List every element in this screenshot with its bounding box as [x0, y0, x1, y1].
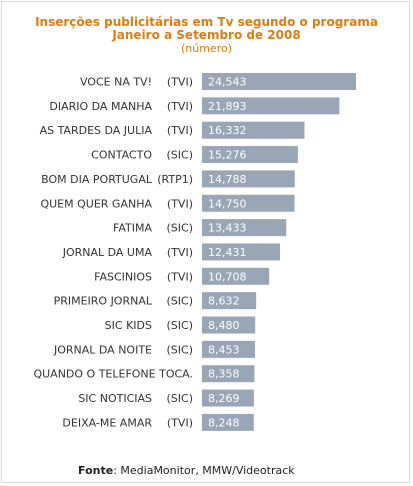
bar	[202, 389, 254, 407]
value-label: 21,893	[208, 100, 247, 113]
bar	[202, 340, 256, 358]
network-label: (SIC)	[167, 222, 194, 235]
category-label: BOM DIA PORTUGAL	[41, 173, 153, 186]
category-label: DIARIO DA MANHA	[49, 100, 152, 113]
value-label: 13,433	[208, 222, 247, 235]
network-label: (TVI)	[167, 124, 193, 137]
chart-title: Inserções publicitárias em Tv segundo o …	[35, 15, 378, 29]
network-label: (TVI)	[167, 416, 193, 429]
value-label: 10,708	[208, 270, 247, 283]
value-label: 8,453	[208, 343, 240, 356]
value-label: 15,276	[208, 149, 247, 162]
category-label: PRIMEIRO JORNAL	[54, 295, 153, 308]
value-label: 16,332	[208, 124, 247, 137]
bar	[202, 243, 281, 261]
value-label: 8,632	[208, 295, 240, 308]
value-label: 8,269	[208, 392, 240, 405]
source-note: Fonte: MediaMonitor, MMW/Videotrack	[78, 464, 295, 477]
bar	[202, 170, 295, 188]
bar	[202, 219, 287, 237]
bar	[202, 292, 257, 310]
network-label: (TVI)	[167, 270, 193, 283]
category-label: SIC NOTICIAS	[78, 392, 152, 405]
network-label: (RTP1)	[157, 173, 193, 186]
bar	[202, 97, 340, 115]
network-label: (TVI)	[167, 246, 193, 259]
network-label: (TVI)	[167, 197, 193, 210]
value-label: 24,543	[208, 76, 247, 89]
category-label: VOCE NA TV!	[80, 76, 152, 89]
value-label: 8,480	[208, 319, 240, 332]
category-label: QUANDO O TELEFONE TOCA.	[33, 368, 193, 381]
bar	[202, 121, 305, 139]
source-label: Fonte	[78, 464, 114, 477]
bar	[202, 194, 295, 212]
category-label: DEIXA-ME AMAR	[62, 416, 152, 429]
network-label: (SIC)	[167, 392, 194, 405]
network-label: (SIC)	[167, 149, 194, 162]
value-label: 8,248	[208, 416, 240, 429]
chart-subtitle: (número)	[180, 42, 233, 55]
bar	[202, 413, 254, 431]
value-label: 12,431	[208, 246, 247, 259]
chart-title-period: Janeiro a Setembro de 2008	[112, 28, 301, 42]
network-label: (TVI)	[167, 100, 193, 113]
category-label: CONTACTO	[91, 149, 152, 162]
value-label: 8,358	[208, 368, 240, 381]
network-label: (SIC)	[167, 343, 194, 356]
category-label: QUEM QUER GANHA	[40, 197, 152, 210]
source-text: MediaMonitor, MMW/Videotrack	[120, 464, 295, 477]
category-label: JORNAL DA NOITE	[53, 343, 152, 356]
network-label: (TVI)	[167, 76, 193, 89]
bar	[202, 267, 270, 285]
value-label: 14,750	[208, 197, 247, 210]
category-label: FATIMA	[113, 222, 152, 235]
category-label: AS TARDES DA JULIA	[40, 124, 153, 137]
value-label: 14,788	[208, 173, 247, 186]
bar	[202, 316, 256, 334]
network-label: (SIC)	[167, 295, 194, 308]
source-separator: :	[113, 464, 117, 477]
bar	[202, 365, 255, 383]
category-label: FASCINIOS	[94, 270, 152, 283]
category-label: SIC KIDS	[105, 319, 152, 332]
bar	[202, 146, 298, 164]
network-label: (SIC)	[167, 319, 194, 332]
bar	[202, 73, 356, 90]
category-label: JORNAL DA UMA	[62, 246, 153, 259]
